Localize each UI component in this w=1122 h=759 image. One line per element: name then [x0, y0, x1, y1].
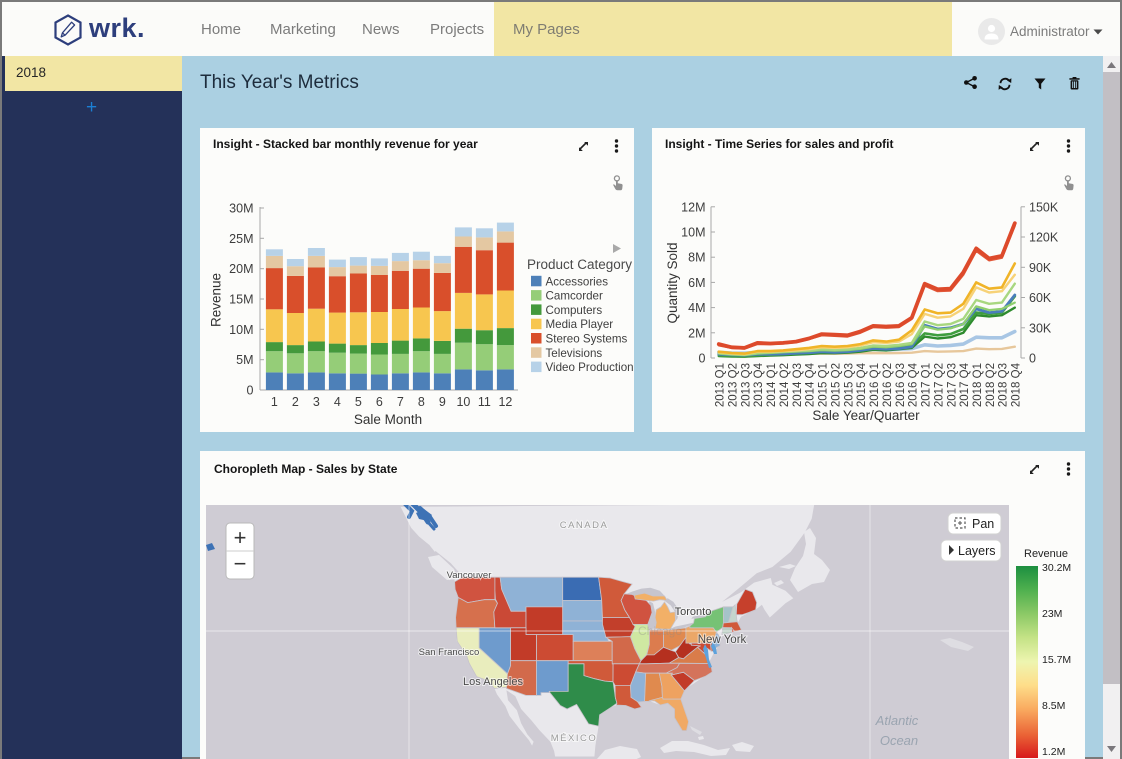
svg-text:5M: 5M	[236, 353, 253, 367]
svg-text:2013 Q4: 2013 Q4	[753, 362, 765, 407]
svg-text:Stereo Systems: Stereo Systems	[546, 333, 628, 346]
svg-text:2015 Q3: 2015 Q3	[843, 363, 855, 407]
svg-text:2: 2	[292, 395, 299, 409]
svg-text:Chicago: Chicago	[638, 624, 682, 638]
svg-text:2015 Q4: 2015 Q4	[856, 362, 868, 407]
svg-text:Atlantic: Atlantic	[875, 713, 919, 728]
svg-text:6M: 6M	[688, 276, 705, 290]
svg-text:2014 Q3: 2014 Q3	[792, 363, 804, 407]
svg-text:9: 9	[439, 395, 446, 409]
svg-text:6: 6	[376, 395, 383, 409]
svg-text:Televisions: Televisions	[546, 347, 603, 360]
svg-text:Camcorder: Camcorder	[546, 290, 603, 303]
svg-text:1: 1	[271, 395, 278, 409]
svg-text:2014 Q1: 2014 Q1	[766, 363, 778, 407]
svg-text:+: +	[234, 525, 247, 550]
svg-text:2016 Q2: 2016 Q2	[882, 363, 894, 407]
svg-text:10M: 10M	[229, 323, 253, 337]
svg-text:Vancouver: Vancouver	[447, 570, 492, 581]
svg-text:2013 Q3: 2013 Q3	[740, 363, 752, 407]
svg-text:2014 Q2: 2014 Q2	[779, 363, 791, 407]
svg-text:8M: 8M	[688, 251, 705, 265]
svg-text:San Francisco: San Francisco	[419, 647, 480, 658]
svg-text:5: 5	[355, 395, 362, 409]
svg-text:30M: 30M	[229, 202, 253, 216]
svg-text:0: 0	[247, 384, 254, 398]
svg-text:25M: 25M	[229, 232, 253, 246]
svg-text:2017 Q4: 2017 Q4	[959, 362, 971, 407]
svg-text:120K: 120K	[1029, 231, 1059, 245]
svg-text:4M: 4M	[688, 301, 705, 315]
svg-text:2018 Q1: 2018 Q1	[972, 363, 984, 407]
svg-text:Los Angeles: Los Angeles	[463, 676, 523, 688]
svg-text:Sale Year/Quarter: Sale Year/Quarter	[812, 408, 920, 423]
svg-text:12M: 12M	[681, 200, 705, 214]
svg-text:60K: 60K	[1029, 291, 1052, 305]
svg-text:Media Player: Media Player	[546, 318, 614, 331]
svg-text:11: 11	[478, 395, 491, 409]
svg-text:8: 8	[418, 395, 425, 409]
svg-text:Computers: Computers	[546, 304, 603, 317]
svg-text:2M: 2M	[688, 326, 705, 340]
svg-text:New York: New York	[698, 634, 747, 646]
svg-text:30K: 30K	[1029, 321, 1052, 335]
svg-text:2014 Q4: 2014 Q4	[805, 362, 817, 407]
svg-text:90K: 90K	[1029, 261, 1052, 275]
svg-text:7: 7	[397, 395, 404, 409]
svg-text:0: 0	[1029, 352, 1036, 366]
svg-text:2018 Q2: 2018 Q2	[985, 363, 997, 407]
svg-text:2016 Q1: 2016 Q1	[869, 363, 881, 407]
svg-text:3: 3	[313, 395, 320, 409]
svg-text:4: 4	[334, 395, 341, 409]
svg-text:Ocean: Ocean	[880, 733, 918, 748]
svg-text:Toronto: Toronto	[675, 606, 712, 618]
svg-text:2013 Q2: 2013 Q2	[728, 363, 740, 407]
svg-text:Accessories: Accessories	[546, 275, 609, 288]
svg-text:Quantity Sold: Quantity Sold	[665, 242, 680, 323]
svg-text:2017 Q2: 2017 Q2	[933, 363, 945, 407]
svg-text:2017 Q3: 2017 Q3	[946, 363, 958, 407]
svg-text:2015 Q2: 2015 Q2	[830, 363, 842, 407]
svg-text:Video Production: Video Production	[546, 361, 634, 374]
svg-text:2015 Q1: 2015 Q1	[818, 363, 830, 407]
svg-text:20M: 20M	[229, 262, 253, 276]
svg-text:Pan: Pan	[972, 517, 994, 531]
svg-text:15M: 15M	[229, 293, 253, 307]
svg-text:10M: 10M	[681, 226, 705, 240]
svg-text:MÉXICO: MÉXICO	[551, 733, 597, 744]
svg-text:2016 Q3: 2016 Q3	[895, 363, 907, 407]
svg-text:12: 12	[498, 395, 512, 409]
svg-text:Product Category: Product Category	[527, 257, 632, 272]
svg-text:CANADA: CANADA	[560, 520, 609, 531]
svg-text:−: −	[234, 551, 247, 576]
svg-text:150K: 150K	[1029, 200, 1059, 214]
svg-text:2013 Q1: 2013 Q1	[715, 363, 727, 407]
svg-text:10: 10	[456, 395, 470, 409]
svg-text:2017 Q1: 2017 Q1	[921, 363, 933, 407]
svg-text:2018 Q4: 2018 Q4	[1011, 362, 1023, 407]
svg-text:2016 Q4: 2016 Q4	[908, 362, 920, 407]
svg-text:2018 Q3: 2018 Q3	[998, 363, 1010, 407]
svg-text:Revenue: Revenue	[209, 273, 224, 327]
svg-text:0: 0	[699, 352, 706, 366]
svg-text:Sale Month: Sale Month	[354, 412, 422, 427]
svg-text:Layers: Layers	[958, 544, 996, 558]
